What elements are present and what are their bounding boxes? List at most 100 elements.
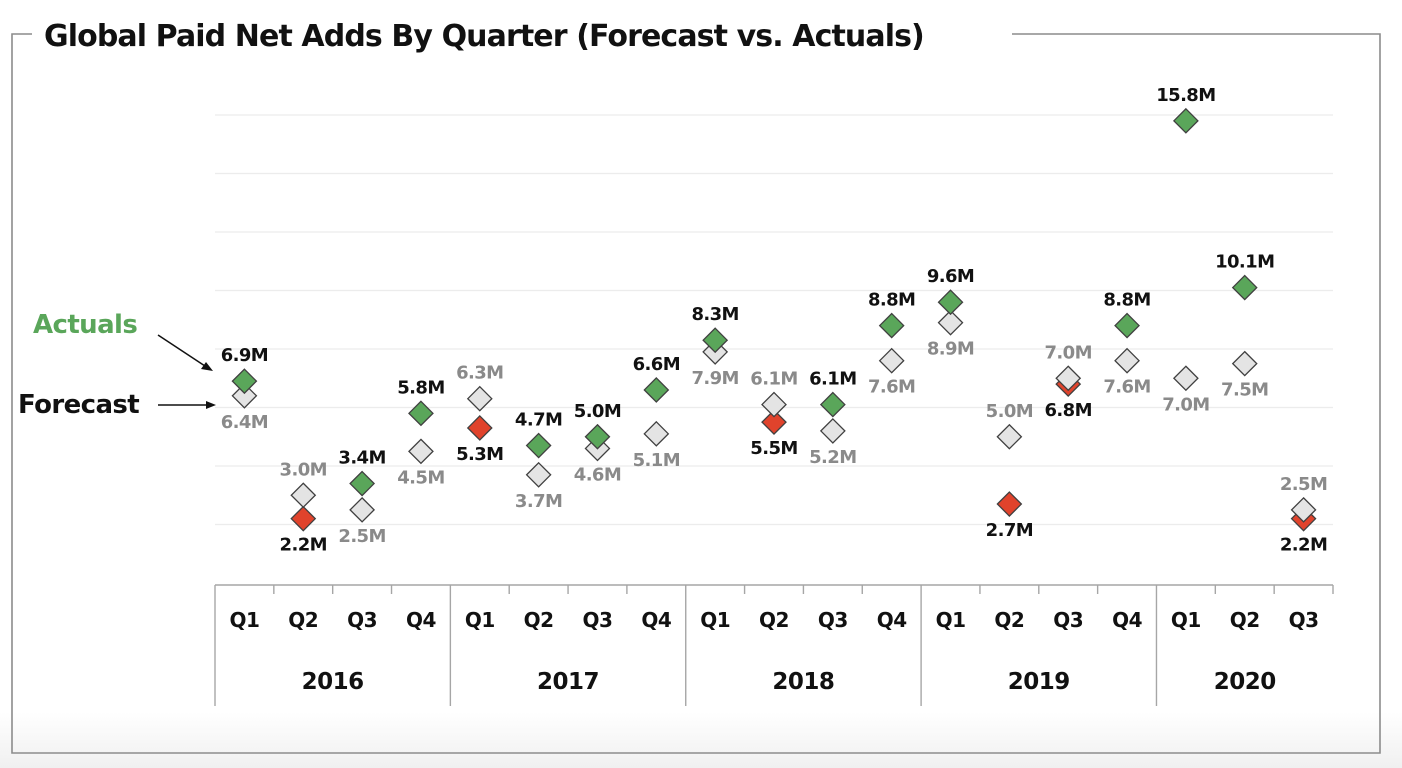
frame-border [11, 33, 1381, 754]
quarter-tick-label: Q4 [641, 608, 671, 632]
quarter-tick-label: Q2 [759, 608, 789, 632]
forecast-marker [1172, 365, 1199, 392]
actual-data-label: 6.9M [221, 345, 268, 366]
actual-marker-miss [761, 409, 787, 436]
forecast-data-label: 7.5M [1221, 380, 1268, 401]
quarter-tick-label: Q1 [229, 608, 259, 632]
quarter-tick-label: Q3 [818, 608, 848, 632]
forecast-marker [996, 423, 1023, 450]
actual-data-label: 5.3M [456, 444, 503, 465]
actual-data-label: 5.8M [397, 377, 444, 398]
actual-data-label: 3.4M [338, 448, 385, 469]
actual-marker-beat [1172, 107, 1199, 134]
forecast-marker [643, 420, 670, 447]
forecast-data-label: 2.5M [338, 526, 385, 547]
actual-data-label: 5.0M [574, 401, 621, 422]
actual-marker-beat [1231, 274, 1258, 301]
actual-data-label: 9.6M [927, 266, 974, 287]
forecast-data-label: 7.6M [868, 377, 915, 398]
actual-data-label: 2.2M [280, 535, 327, 556]
actual-marker-beat [819, 391, 846, 418]
quarter-tick-label: Q1 [700, 608, 730, 632]
forecast-series [231, 309, 1317, 532]
actual-data-label: 6.1M [809, 369, 856, 390]
year-tick-label: 2017 [537, 669, 599, 695]
gridlines [215, 114, 1333, 526]
quarter-tick-label: Q3 [1289, 608, 1319, 632]
legend-forecast-label: Forecast [18, 390, 139, 420]
forecast-marker [1231, 350, 1258, 377]
forecast-marker [231, 382, 258, 409]
actual-marker-beat [1114, 312, 1140, 339]
quarter-tick-label: Q2 [1230, 608, 1260, 632]
actual-marker-beat [937, 289, 964, 316]
actual-data-label: 2.2M [1280, 535, 1327, 556]
forecast-marker [349, 496, 376, 523]
actual-data-label: 4.7M [515, 410, 562, 431]
actual-marker-beat [643, 377, 670, 403]
forecast-data-label: 4.5M [397, 467, 444, 488]
forecast-data-label: 3.0M [280, 459, 327, 480]
quarter-tick-label: Q3 [583, 608, 613, 632]
quarter-tick-label: Q2 [288, 608, 318, 632]
actual-data-label: 2.7M [986, 520, 1033, 541]
forecast-data-label: 3.7M [515, 491, 562, 512]
year-tick-label: 2020 [1214, 669, 1276, 695]
actual-data-label: 8.8M [1103, 290, 1150, 311]
actual-marker-beat [231, 368, 258, 395]
forecast-marker [1290, 496, 1317, 523]
actual-data-label: 5.5M [750, 438, 797, 459]
legend-actuals-label: Actuals [33, 310, 137, 340]
quarter-tick-label: Q1 [465, 608, 495, 632]
actual-marker-beat [584, 423, 611, 450]
actuals-series [231, 107, 1258, 497]
quarter-tick-label: Q2 [524, 608, 554, 632]
forecast-marker [761, 391, 787, 418]
actual-data-label: 8.3M [691, 304, 738, 325]
legend-actuals-arrow [157, 334, 209, 369]
actual-data-label: 15.8M [1156, 85, 1215, 106]
forecast-data-label: 2.5M [1280, 474, 1327, 495]
forecast-marker [937, 309, 964, 336]
forecast-data-label: 7.9M [691, 368, 738, 389]
quarter-tick-label: Q2 [994, 608, 1024, 632]
data-labels: 6.9M 2.2M 3.4M 5.8M 5.3M 4.7M 5.0M 6.6M 8.3M 5.5M… [221, 85, 1328, 556]
forecast-data-label: 5.0M [986, 401, 1033, 422]
forecast-marker [1055, 365, 1082, 392]
year-tick-label: 2019 [1008, 669, 1070, 695]
forecast-marker [290, 482, 317, 509]
forecast-data-label: 7.0M [1162, 394, 1209, 415]
actual-data-label: 6.8M [1045, 400, 1092, 421]
legend-actuals-arrowhead [201, 362, 213, 371]
actual-marker-beat [349, 470, 376, 497]
forecast-marker [819, 417, 846, 444]
forecast-data-label: 5.2M [809, 447, 856, 468]
chart-frame [11, 33, 1381, 754]
actual-marker-beat [702, 327, 729, 354]
forecast-marker [878, 347, 905, 374]
quarter-tick-label: Q4 [406, 608, 436, 632]
forecast-marker [408, 438, 434, 465]
forecast-data-label: 7.0M [1045, 342, 1092, 363]
forecast-marker [525, 461, 552, 488]
forecast-data-label: 4.6M [574, 464, 621, 485]
x-axis: Q1 Q2 Q3 Q4 Q1 Q2 Q3 Q4 Q1 Q2 Q3 Q4 Q1 Q2 Q3 Q4 Q1 Q2 Q3 20… [214, 584, 1334, 706]
actual-marker-miss [290, 505, 317, 532]
forecast-data-label: 7.6M [1103, 377, 1150, 398]
quarter-tick-label: Q3 [1053, 608, 1083, 632]
quarter-tick-label: Q1 [936, 608, 966, 632]
forecast-data-label: 8.9M [927, 339, 974, 360]
forecast-data-label: 6.3M [456, 363, 503, 384]
forecast-marker [1114, 347, 1140, 374]
actual-marker-beat [408, 400, 434, 427]
actual-data-label: 6.6M [633, 354, 680, 375]
forecast-data-label: 5.1M [633, 450, 680, 471]
quarter-tick-label: Q4 [877, 608, 907, 632]
quarter-tick-label: Q3 [347, 608, 377, 632]
chart-title: Global Paid Net Adds By Quarter (Forecas… [44, 19, 924, 54]
actual-data-label: 8.8M [868, 290, 915, 311]
actual-marker-beat [525, 432, 552, 459]
quarter-tick-label: Q1 [1171, 608, 1201, 632]
legend: Actuals Forecast [18, 310, 216, 420]
